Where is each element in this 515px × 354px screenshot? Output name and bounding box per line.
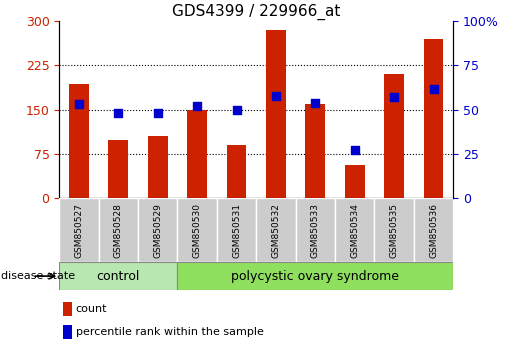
Point (153, 110, 162, 116)
Bar (384, 74, 404, 198)
Text: GSM850529: GSM850529 (153, 203, 162, 258)
Bar (227, 145, 246, 198)
Bar (266, 30, 286, 198)
Text: GSM850531: GSM850531 (232, 203, 241, 258)
Bar (187, 110, 207, 198)
Bar (424, 39, 443, 198)
Text: count: count (76, 304, 107, 314)
Bar (177, 262, 453, 290)
Bar (109, 141, 128, 198)
Text: GSM850527: GSM850527 (75, 203, 83, 258)
Text: GSM850534: GSM850534 (350, 203, 359, 258)
Bar (59, 198, 99, 262)
Text: percentile rank within the sample: percentile rank within the sample (76, 327, 264, 337)
Point (232, 107, 241, 113)
Title: GDS4399 / 229966_at: GDS4399 / 229966_at (172, 4, 340, 20)
Bar (138, 198, 177, 262)
Bar (59, 262, 177, 290)
Point (272, 93, 280, 98)
Text: GSM850530: GSM850530 (193, 203, 201, 258)
Bar (414, 198, 453, 262)
Bar (335, 198, 374, 262)
Bar (305, 104, 325, 198)
Point (75, 102, 83, 107)
Text: GSM850535: GSM850535 (390, 203, 399, 258)
Text: disease state: disease state (1, 271, 75, 281)
Text: GSM850532: GSM850532 (271, 203, 280, 258)
Bar (177, 198, 217, 262)
Point (311, 100, 319, 105)
Bar (99, 198, 138, 262)
Bar (345, 165, 365, 198)
Bar (374, 198, 414, 262)
Point (193, 103, 201, 109)
Text: GSM850536: GSM850536 (429, 203, 438, 258)
Text: polycystic ovary syndrome: polycystic ovary syndrome (231, 270, 399, 282)
Point (430, 86, 438, 91)
Bar (63, 325, 72, 339)
Text: GSM850528: GSM850528 (114, 203, 123, 258)
Bar (148, 136, 167, 198)
Point (351, 148, 359, 153)
Text: GSM850533: GSM850533 (311, 203, 320, 258)
Point (114, 110, 123, 116)
Bar (63, 302, 72, 316)
Point (390, 95, 398, 100)
Bar (69, 84, 89, 198)
Bar (296, 198, 335, 262)
Bar (256, 198, 296, 262)
Bar (217, 198, 256, 262)
Text: control: control (97, 270, 140, 282)
